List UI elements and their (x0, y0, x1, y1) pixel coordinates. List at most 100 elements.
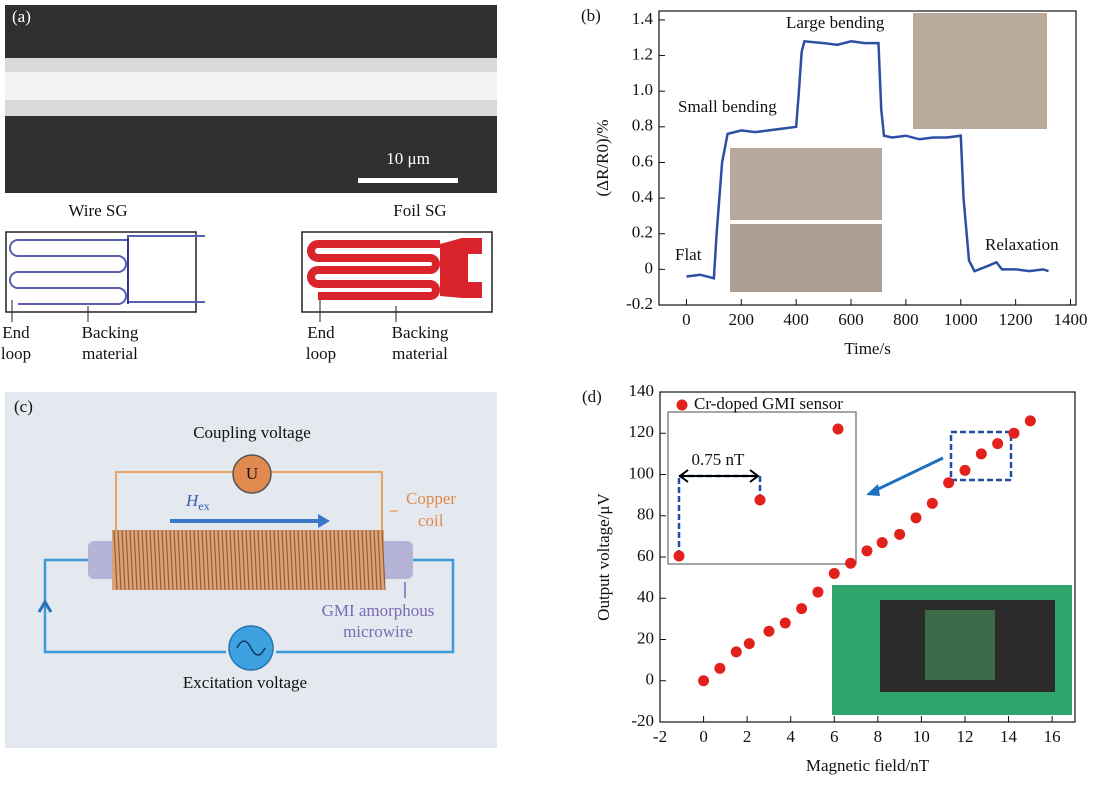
y-tick-label: 0.2 (632, 223, 653, 242)
x-tick-label: 0 (699, 727, 708, 746)
inset-point (832, 423, 844, 435)
wire-sg-backing (5, 231, 197, 313)
x-tick-label: 0 (682, 310, 691, 329)
voltmeter-label: U (246, 464, 258, 483)
photo-large-bending (913, 13, 1047, 129)
backing: material (392, 344, 448, 363)
wire-label: microwire (343, 622, 413, 641)
x-tick-label: 1000 (944, 310, 978, 329)
y-tick-label: 0 (646, 670, 655, 689)
data-point (743, 638, 755, 650)
data-point (926, 497, 938, 509)
legend-label: Cr-doped GMI sensor (694, 394, 843, 413)
wire-sg-title: Wire SG (68, 201, 127, 220)
excitation-wire (43, 558, 455, 654)
data-line (686, 39, 1049, 280)
coil-windings (113, 529, 386, 591)
pointer-lines (11, 300, 397, 322)
backing: Backing (82, 323, 139, 342)
zoom-arrow (871, 456, 944, 494)
x-tick-label: 8 (874, 727, 883, 746)
x-tick-label: 600 (838, 310, 864, 329)
data-point (730, 646, 742, 658)
x-tick-label: 6 (830, 727, 839, 746)
data-point (861, 545, 873, 557)
annotation: Relaxation (985, 235, 1059, 254)
annotation: Flat (675, 245, 702, 264)
data-point (845, 557, 857, 569)
panel-c: (c) Coupling voltage U Hex Excitation vo… (5, 392, 497, 748)
foil-sg-backing (301, 231, 493, 313)
zoom-arrowhead (866, 484, 880, 496)
annotation: Small bending (678, 97, 777, 116)
y-axis-title: (ΔR/R0)/% (593, 119, 612, 196)
current-arrow (37, 599, 53, 613)
data-point (959, 464, 971, 476)
x-tick-label: 200 (729, 310, 755, 329)
data-point (763, 625, 775, 637)
y-tick-label: 1.2 (632, 44, 653, 63)
panel-label: (b) (581, 6, 601, 25)
y-tick-label: 20 (637, 628, 654, 647)
wire-sg-grid (9, 235, 205, 305)
y-tick-label: -0.2 (626, 294, 653, 313)
panel-a: (a) 10 μm Wire SG Foil SG End loop Backi… (1, 5, 497, 363)
data-point (876, 537, 888, 549)
end-loop: End (2, 323, 30, 342)
y-tick-label: 60 (637, 546, 654, 565)
zoom-box (949, 430, 1013, 482)
y-axis-title: Output voltage/μV (594, 492, 613, 620)
data-point (992, 438, 1004, 450)
plot-frame (658, 10, 1077, 306)
x-tick-label: 1400 (1054, 310, 1088, 329)
y-tick-label: 100 (629, 463, 655, 482)
panel-label: (a) (12, 7, 31, 26)
panel-label: (c) (14, 397, 33, 416)
wire-label: GMI amorphous (322, 601, 435, 620)
end-loop: loop (306, 344, 336, 363)
data-point (1024, 415, 1036, 427)
legend-marker (676, 399, 688, 411)
y-tick-label: 0.4 (632, 187, 654, 206)
excitation-label: Excitation voltage (183, 673, 307, 692)
x-tick-label: 4 (786, 727, 795, 746)
voltmeter (232, 454, 272, 494)
backing: material (82, 344, 138, 363)
y-tick-label: 1.0 (632, 80, 653, 99)
backing: Backing (392, 323, 449, 342)
panel-label: (d) (582, 387, 602, 406)
photo-small-bending (730, 148, 882, 220)
x-tick-label: 400 (783, 310, 809, 329)
inset-frame (667, 411, 857, 565)
y-tick-label: 80 (637, 505, 654, 524)
y-tick-label: 140 (629, 381, 655, 400)
inset-point (754, 494, 766, 506)
y-tick-label: 120 (629, 422, 655, 441)
end-loop: loop (1, 344, 31, 363)
coupling-label: Coupling voltage (193, 423, 311, 442)
y-tick-label: 0 (645, 258, 654, 277)
field-arrowhead (318, 514, 330, 528)
coupling-wire (115, 471, 383, 530)
data-point (779, 617, 791, 629)
inset-point (673, 550, 685, 562)
data-point (910, 512, 922, 524)
sensor-board (925, 610, 995, 680)
x-tick-label: 14 (1000, 727, 1018, 746)
field-label: Hex (185, 491, 210, 513)
photo-flat (730, 224, 882, 292)
x-tick-label: 16 (1044, 727, 1061, 746)
x-tick-label: 12 (956, 727, 973, 746)
data-point (698, 675, 710, 687)
coil-label: Copper (406, 489, 456, 508)
field-subscript: ex (198, 499, 209, 513)
scale-bar-label: 10 μm (386, 149, 430, 168)
foil-sg-title: Foil SG (393, 201, 446, 220)
scale-bar (358, 178, 458, 183)
y-tick-label: 40 (637, 587, 654, 606)
x-tick-label: 2 (743, 727, 752, 746)
foil-sg-tab (440, 238, 482, 298)
foil-sg-grid (307, 240, 440, 300)
inset-label: 0.75 nT (692, 450, 746, 469)
